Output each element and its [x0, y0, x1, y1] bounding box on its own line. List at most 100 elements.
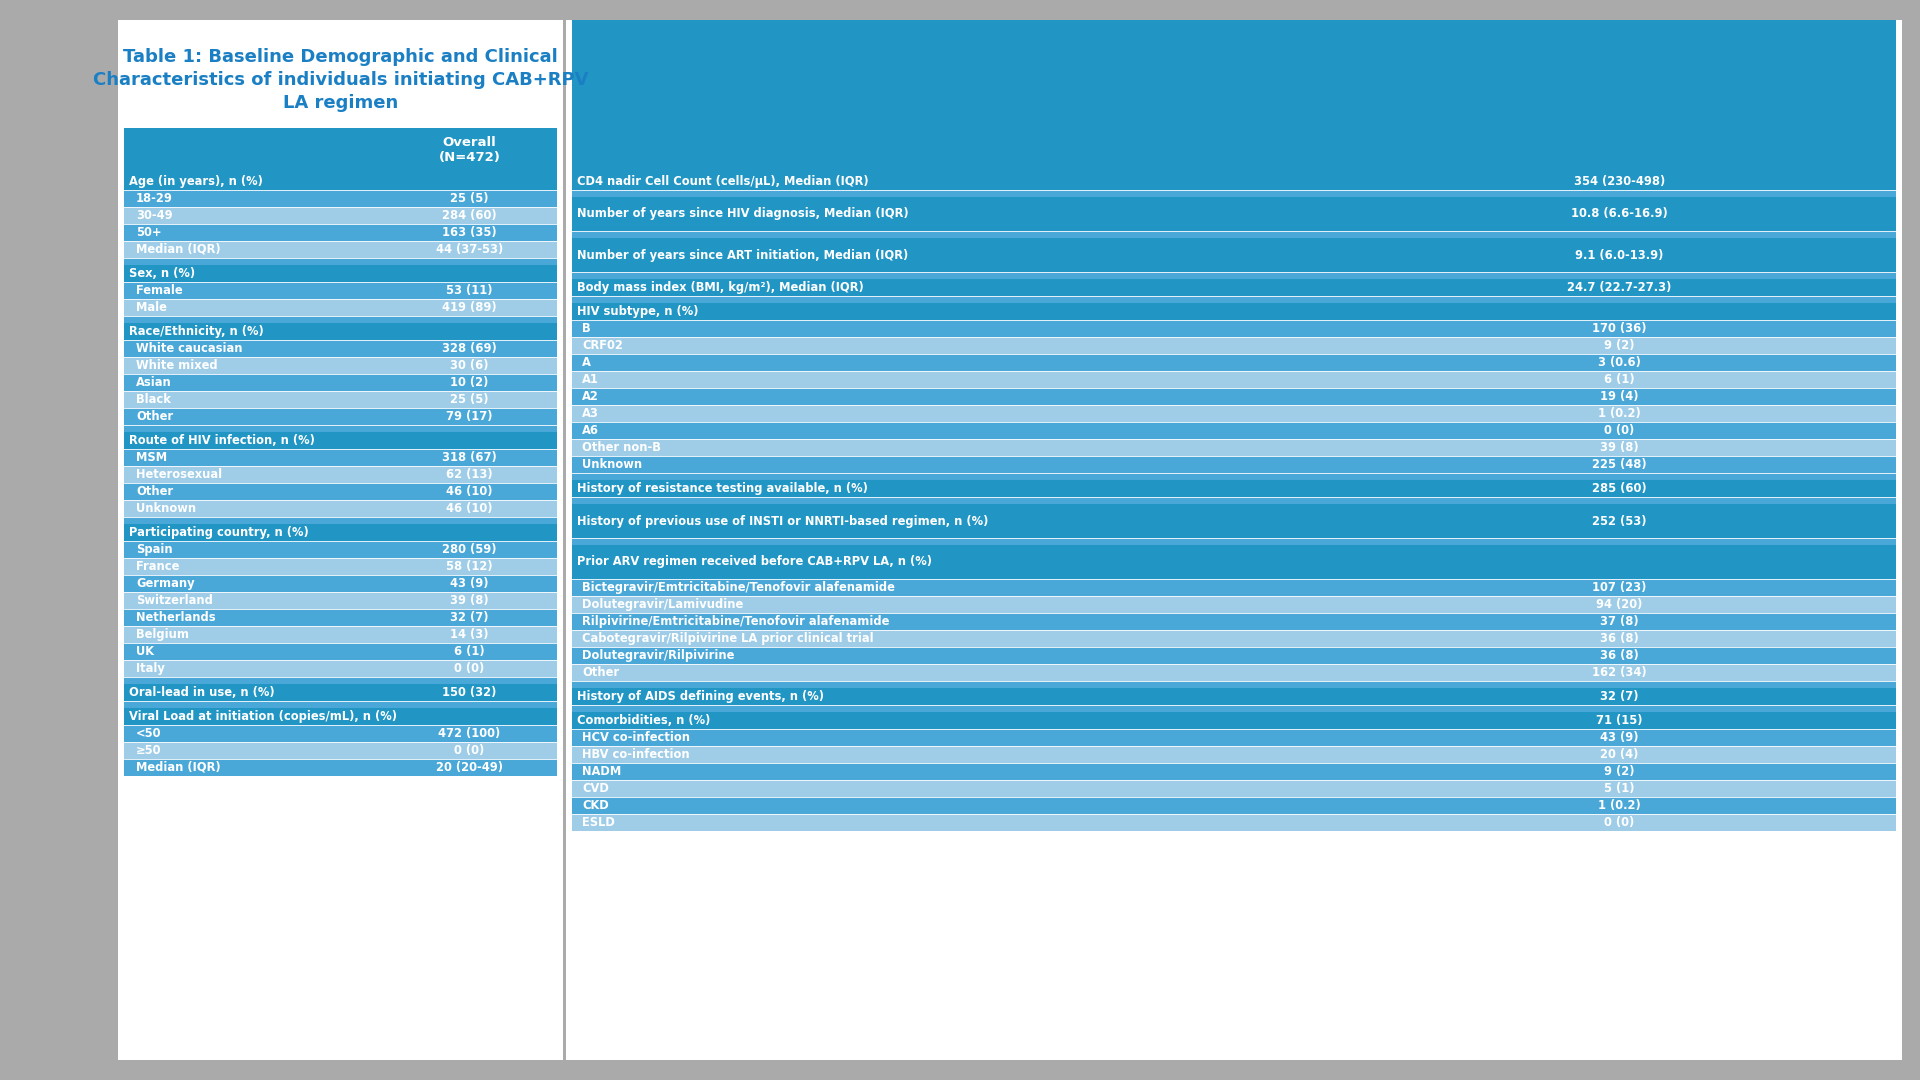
Text: Spain: Spain: [136, 543, 173, 556]
Bar: [572, 372, 1895, 388]
Text: 20 (4): 20 (4): [1599, 748, 1638, 761]
Text: NADM: NADM: [582, 765, 622, 778]
Text: Unknown: Unknown: [136, 502, 196, 515]
Text: HBV co-infection: HBV co-infection: [582, 748, 689, 761]
Text: 10.8 (6.6-16.9): 10.8 (6.6-16.9): [1571, 207, 1668, 220]
Text: 3 (0.6): 3 (0.6): [1597, 356, 1642, 369]
Text: Comorbidities, n (%): Comorbidities, n (%): [578, 714, 710, 727]
Text: 94 (20): 94 (20): [1596, 598, 1642, 611]
Bar: [572, 545, 1895, 579]
Text: 37 (8): 37 (8): [1599, 615, 1638, 627]
Text: 14 (3): 14 (3): [449, 627, 488, 642]
Text: 328 (69): 328 (69): [442, 342, 497, 355]
Bar: [125, 684, 557, 701]
Text: 62 (13): 62 (13): [445, 468, 493, 481]
Text: Germany: Germany: [136, 577, 194, 590]
Bar: [572, 681, 1895, 688]
Bar: [572, 296, 1895, 303]
Text: 32 (7): 32 (7): [449, 611, 488, 624]
Bar: [125, 677, 557, 684]
Text: 6 (1): 6 (1): [453, 645, 484, 658]
Text: Bictegravir/Emtricitabine/Tenofovir alafenamide: Bictegravir/Emtricitabine/Tenofovir alaf…: [582, 581, 895, 594]
Bar: [125, 524, 557, 541]
Bar: [572, 647, 1895, 664]
Bar: [572, 337, 1895, 354]
Text: 30-49: 30-49: [136, 210, 173, 222]
Text: Black: Black: [136, 393, 171, 406]
Text: Heterosexual: Heterosexual: [136, 468, 223, 481]
Bar: [125, 609, 557, 626]
Text: France: France: [136, 561, 179, 573]
Text: 36 (8): 36 (8): [1599, 632, 1638, 645]
Text: Sex, n (%): Sex, n (%): [129, 267, 196, 280]
Bar: [125, 541, 557, 558]
Bar: [572, 729, 1895, 746]
Text: CRF02: CRF02: [582, 339, 622, 352]
Text: Dolutegravir/Rilpivirine: Dolutegravir/Rilpivirine: [582, 649, 733, 662]
Bar: [572, 630, 1895, 647]
Text: 32 (7): 32 (7): [1599, 690, 1638, 703]
Bar: [125, 299, 557, 316]
Bar: [125, 340, 557, 357]
Text: 50+: 50+: [136, 226, 161, 239]
Bar: [125, 426, 557, 432]
Text: 53 (11): 53 (11): [445, 284, 493, 297]
Bar: [125, 643, 557, 660]
Text: Other: Other: [582, 666, 618, 679]
Text: 30 (6): 30 (6): [449, 359, 488, 372]
Bar: [125, 129, 557, 173]
Bar: [566, 21, 1903, 1059]
Bar: [572, 231, 1895, 238]
Bar: [572, 664, 1895, 681]
Text: Other non-B: Other non-B: [582, 441, 660, 454]
Text: ESLD: ESLD: [582, 816, 614, 829]
Text: Other: Other: [136, 410, 173, 423]
Text: Female: Female: [136, 284, 182, 297]
Bar: [572, 320, 1895, 337]
Bar: [125, 265, 557, 282]
Text: 25 (5): 25 (5): [449, 192, 488, 205]
Text: Rilpivirine/Emtricitabine/Tenofovir alafenamide: Rilpivirine/Emtricitabine/Tenofovir alaf…: [582, 615, 889, 627]
Text: 44 (37-53): 44 (37-53): [436, 243, 503, 256]
Text: 1 (0.2): 1 (0.2): [1597, 799, 1642, 812]
Bar: [125, 483, 557, 500]
Bar: [572, 712, 1895, 729]
Bar: [125, 725, 557, 742]
Text: Number of years since HIV diagnosis, Median (IQR): Number of years since HIV diagnosis, Med…: [578, 207, 908, 220]
Bar: [572, 354, 1895, 372]
Text: Number of years since ART initiation, Median (IQR): Number of years since ART initiation, Me…: [578, 248, 908, 261]
Text: 318 (67): 318 (67): [442, 451, 497, 464]
Bar: [572, 238, 1895, 272]
Text: 0 (0): 0 (0): [455, 662, 484, 675]
Text: Route of HIV infection, n (%): Route of HIV infection, n (%): [129, 434, 315, 447]
Bar: [125, 626, 557, 643]
Text: Median (IQR): Median (IQR): [136, 243, 221, 256]
Text: A2: A2: [582, 390, 599, 403]
Bar: [572, 579, 1895, 596]
Text: Body mass index (BMI, kg/m²), Median (IQR): Body mass index (BMI, kg/m²), Median (IQ…: [578, 281, 864, 294]
Text: 20 (20-49): 20 (20-49): [436, 761, 503, 774]
Bar: [572, 497, 1895, 504]
Text: White caucasian: White caucasian: [136, 342, 242, 355]
Bar: [572, 405, 1895, 422]
Bar: [572, 21, 1895, 173]
Text: A3: A3: [582, 407, 599, 420]
Bar: [125, 190, 557, 207]
Text: 46 (10): 46 (10): [445, 485, 493, 498]
Text: Unknown: Unknown: [582, 458, 641, 471]
Bar: [572, 762, 1895, 780]
Text: 280 (59): 280 (59): [442, 543, 497, 556]
Bar: [572, 688, 1895, 705]
Bar: [572, 173, 1895, 190]
Bar: [125, 701, 557, 708]
Bar: [125, 500, 557, 517]
Text: 150 (32): 150 (32): [442, 686, 497, 699]
Text: CKD: CKD: [582, 799, 609, 812]
Text: 46 (10): 46 (10): [445, 502, 493, 515]
Bar: [572, 422, 1895, 438]
Text: 9.1 (6.0-13.9): 9.1 (6.0-13.9): [1574, 248, 1663, 261]
Text: 0 (0): 0 (0): [1603, 816, 1634, 829]
Text: 5 (1): 5 (1): [1603, 782, 1634, 795]
Text: Asian: Asian: [136, 376, 171, 389]
Bar: [572, 303, 1895, 320]
